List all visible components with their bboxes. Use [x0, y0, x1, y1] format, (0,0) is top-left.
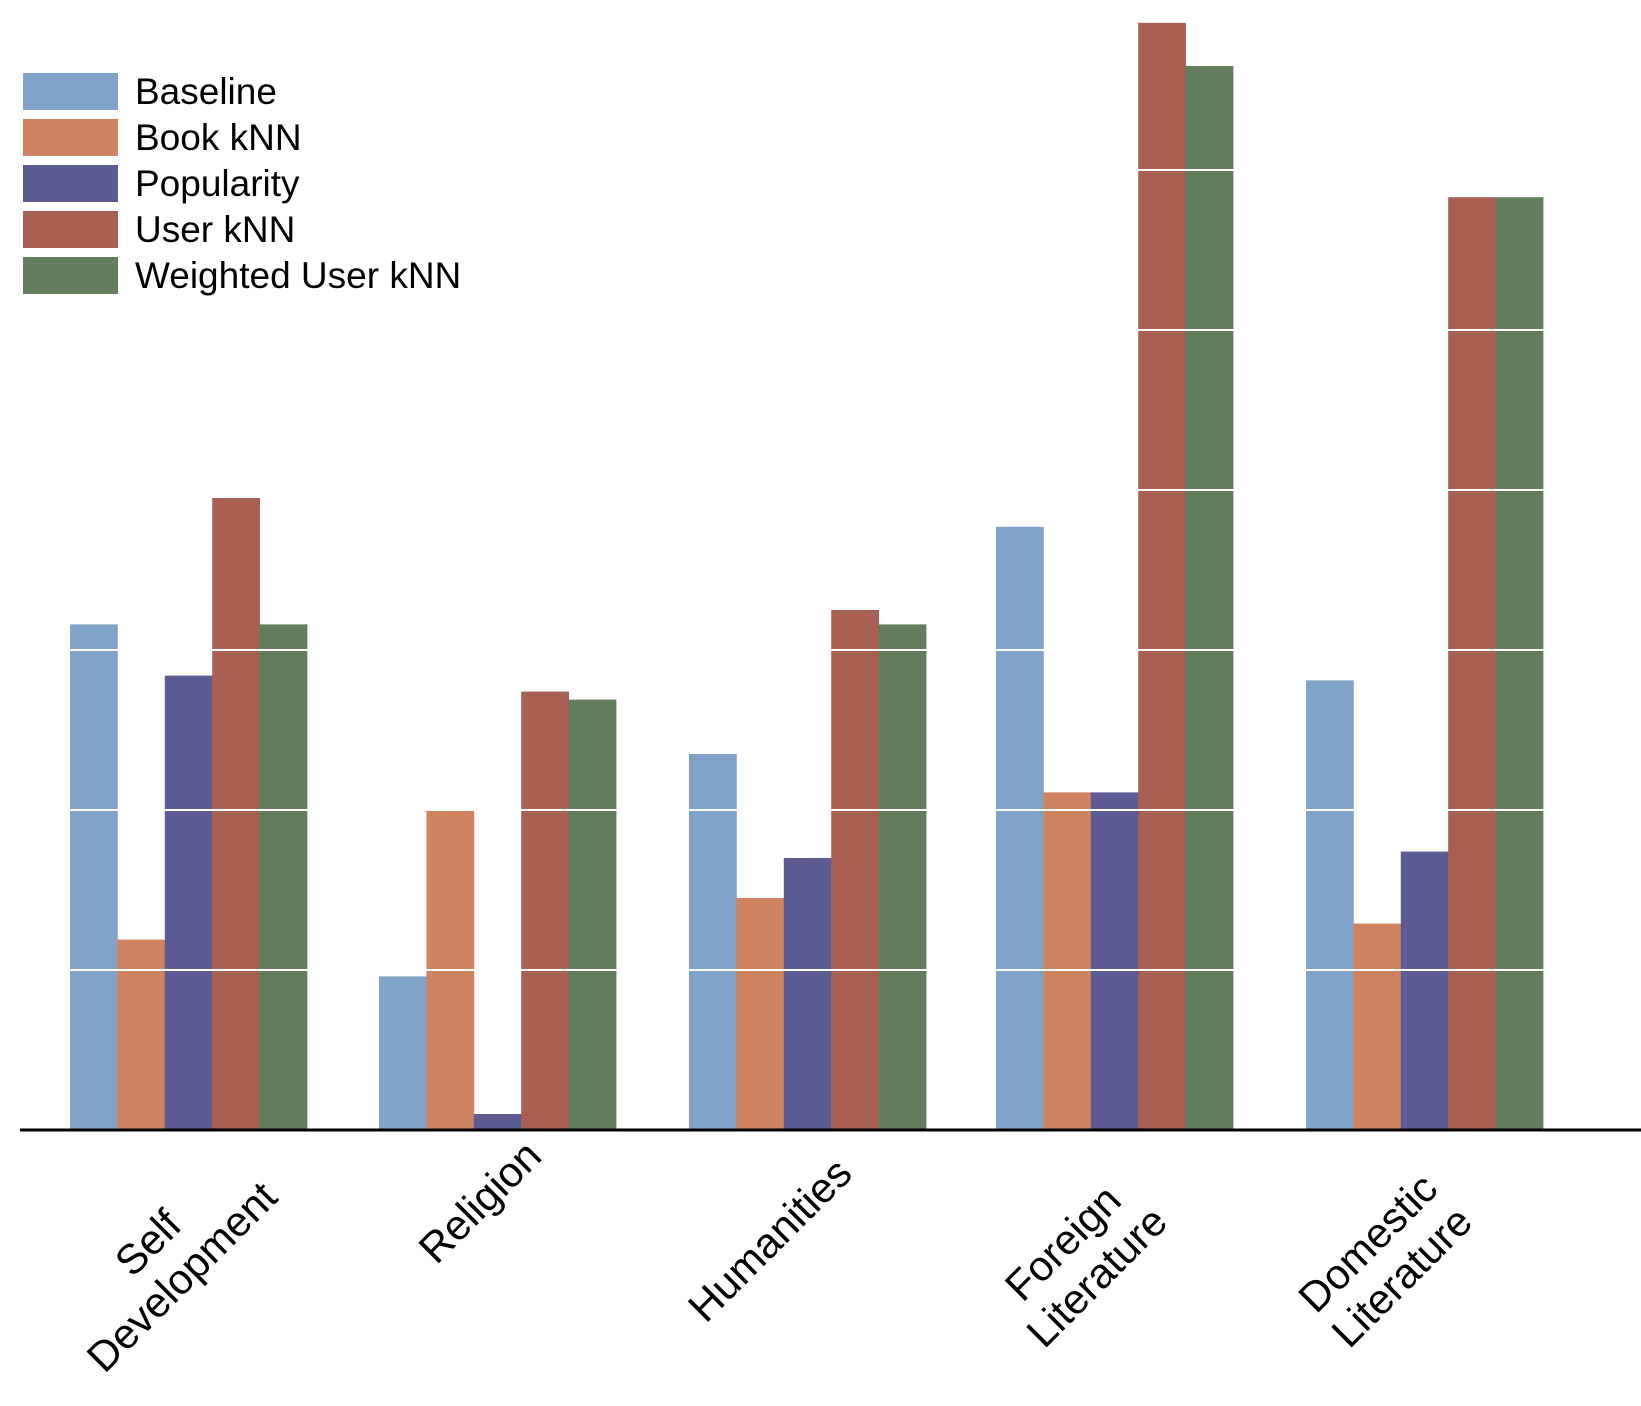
bar-popularity-domestic-literature: [1400, 851, 1449, 1130]
legend-label-popularity: Popularity: [135, 163, 300, 204]
bar-baseline-domestic-literature: [1306, 680, 1354, 1130]
legend-swatch-baseline: [23, 73, 118, 110]
bar-book-knn-self-development: [117, 939, 166, 1130]
x-tick-label-line: Religion: [409, 1131, 550, 1272]
legend-label-book-knn: Book kNN: [135, 117, 302, 158]
bar-weighted-user-knn-self-development: [259, 624, 308, 1130]
x-tick-label-religion: Religion: [409, 1131, 550, 1272]
gridlines-layer: [20, 169, 1641, 971]
bar-popularity-foreign-literature: [1090, 792, 1139, 1130]
x-tick-label-humanities: Humanities: [679, 1149, 861, 1331]
legend-swatch-popularity: [23, 165, 118, 202]
bar-book-knn-foreign-literature: [1043, 792, 1092, 1130]
bar-baseline-self-development: [70, 624, 118, 1130]
bar-weighted-user-knn-domestic-literature: [1495, 197, 1544, 1130]
bar-weighted-user-knn-foreign-literature: [1185, 66, 1234, 1130]
bar-weighted-user-knn-humanities: [878, 624, 927, 1130]
x-tick-label-foreign-literature: ForeignLiterature: [983, 1163, 1176, 1356]
legend: Baseline Book kNN Popularity User kNN Weight…: [23, 71, 461, 296]
x-tick-label-line: Development: [78, 1172, 286, 1380]
legend-label-weighted-user-knn: Weighted User kNN: [135, 255, 461, 296]
legend-swatch-user-knn: [23, 211, 118, 248]
legend-label-baseline: Baseline: [135, 71, 277, 112]
bar-popularity-humanities: [783, 858, 832, 1130]
bars-layer: [70, 22, 1544, 1130]
x-tick-label-self-development: SelfDevelopment: [44, 1138, 286, 1380]
bar-popularity-self-development: [164, 675, 213, 1130]
bar-user-knn-domestic-literature: [1448, 197, 1496, 1130]
bar-user-knn-religion: [521, 691, 569, 1130]
x-tick-labels: SelfDevelopment Religion Humanities Foreign…: [44, 1131, 1481, 1380]
x-tick-label-line: Humanities: [679, 1149, 861, 1331]
bar-user-knn-self-development: [212, 498, 260, 1130]
bar-book-knn-humanities: [736, 898, 785, 1130]
bar-book-knn-domestic-literature: [1353, 923, 1402, 1130]
bar-popularity-religion: [473, 1114, 522, 1130]
bar-user-knn-humanities: [831, 610, 879, 1130]
bar-user-knn-foreign-literature: [1138, 22, 1186, 1130]
bar-weighted-user-knn-religion: [568, 699, 617, 1130]
legend-swatch-weighted-user-knn: [23, 257, 118, 294]
bar-baseline-foreign-literature: [996, 526, 1044, 1130]
legend-swatch-book-knn: [23, 119, 118, 156]
bar-baseline-humanities: [689, 754, 737, 1130]
legend-label-user-knn: User kNN: [135, 209, 295, 250]
bar-baseline-religion: [379, 976, 427, 1130]
x-tick-label-domestic-literature: DomesticLiterature: [1288, 1163, 1481, 1356]
